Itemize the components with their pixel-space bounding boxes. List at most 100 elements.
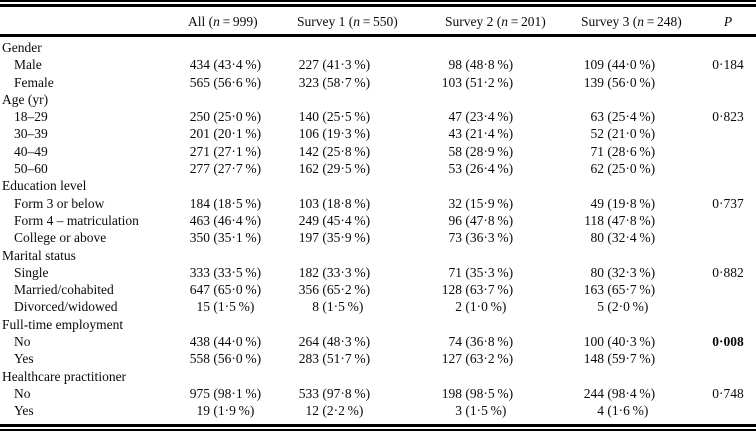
count-value: 8 — [312, 299, 319, 315]
count-percent-cell: 53 (26·4 %) — [434, 160, 576, 177]
count-percent-cell: 139 (56·0 %) — [576, 74, 700, 91]
percent-value: (26·4 %) — [462, 161, 514, 177]
group-row: Healthcare practitioner — [0, 368, 756, 385]
count-percent-cell: 356 (65·2 %) — [294, 281, 434, 298]
count-percent-cell: 140 (25·5 %) — [294, 108, 434, 125]
row-label: Healthcare practitioner — [2, 368, 127, 384]
percent-value: (59·7 %) — [604, 351, 656, 367]
percent-value: (63·7 %) — [462, 282, 514, 298]
count-value: 62 — [590, 161, 605, 177]
count-value: 647 — [189, 282, 210, 298]
percent-value: (21·0 %) — [604, 126, 656, 142]
row-label: 18–29 — [14, 109, 48, 125]
percent-value: (1·0 %) — [462, 299, 507, 315]
count-percent-cell: 32 (15·9 %) — [434, 195, 576, 212]
count-percent-cell: 71 (35·3 %) — [434, 264, 576, 281]
count-percent-cell: 975 (98·1 %) — [184, 385, 294, 402]
count-percent-cell: 197 (35·9 %) — [294, 229, 434, 246]
table-row: Form 4 – matriculation 463 (46·4 %) 249 (4… — [0, 212, 756, 229]
count-value: 201 — [189, 126, 210, 142]
count-value: 127 — [441, 351, 462, 367]
percent-value: (65·2 %) — [319, 282, 371, 298]
count-percent-cell: 565 (56·6 %) — [184, 74, 294, 91]
count-value: 71 — [448, 264, 463, 280]
percent-value: (58·7 %) — [319, 74, 371, 90]
count-percent-cell: 100 (40·3 %) — [576, 333, 700, 350]
count-percent-cell: 127 (63·2 %) — [434, 350, 576, 367]
count-percent-cell: 333 (33·5 %) — [184, 264, 294, 281]
percent-value: (21·4 %) — [462, 126, 514, 142]
percent-value: (65·7 %) — [604, 282, 656, 298]
count-value: 227 — [298, 57, 319, 73]
count-percent-cell: 103 (18·8 %) — [294, 195, 434, 212]
percent-value: (25·5 %) — [319, 109, 371, 125]
percent-value: (18·5 %) — [210, 195, 262, 211]
p-header-label: P — [723, 14, 733, 29]
percent-value: (48·8 %) — [462, 57, 514, 73]
count-value: 15 — [196, 299, 211, 315]
column-header-survey-1: Survey 1 (n = 550) — [297, 14, 398, 29]
percent-value: (65·0 %) — [210, 282, 262, 298]
percent-value: (56·0 %) — [210, 351, 262, 367]
count-value: 565 — [189, 74, 210, 90]
percent-value: (51·2 %) — [462, 74, 514, 90]
percent-value: (18·8 %) — [319, 195, 371, 211]
count-percent-cell: 118 (47·8 %) — [576, 212, 700, 229]
percent-value: (27·7 %) — [210, 161, 262, 177]
percent-value: (2·0 %) — [604, 299, 649, 315]
table-top-rule-inner — [0, 4, 756, 7]
count-value: 49 — [590, 195, 605, 211]
count-percent-cell: 184 (18·5 %) — [184, 195, 294, 212]
count-value: 3 — [455, 403, 462, 419]
percent-value: (47·8 %) — [462, 212, 514, 228]
percent-value: (48·3 %) — [319, 334, 371, 350]
row-label: Gender — [2, 40, 42, 55]
row-label: College or above — [14, 230, 107, 246]
count-value: 283 — [298, 351, 319, 367]
count-percent-cell: 8 (1·5 %) — [294, 298, 434, 315]
table-row: 30–39 201 (20·1 %) 106 (19·3 %) 43 (21·4 %)… — [0, 125, 756, 142]
count-percent-cell: 103 (51·2 %) — [434, 74, 576, 91]
p-value: 0·823 — [712, 109, 744, 125]
count-value: 12 — [305, 403, 320, 419]
table-row: Form 3 or below 184 (18·5 %) 103 (18·8 %) 3… — [0, 195, 756, 212]
count-percent-cell: 271 (27·1 %) — [184, 143, 294, 160]
count-percent-cell: 106 (19·3 %) — [294, 125, 434, 142]
row-label: Single — [14, 264, 49, 280]
count-percent-cell: 142 (25·8 %) — [294, 143, 434, 160]
row-label: 50–60 — [14, 161, 48, 177]
table-top-rule-outer — [0, 0, 756, 2]
count-value: 264 — [298, 334, 319, 350]
percent-value: (25·8 %) — [319, 143, 371, 159]
count-value: 52 — [590, 126, 605, 142]
p-value: 0·737 — [712, 195, 744, 211]
group-row: Gender — [0, 39, 756, 56]
count-value: 463 — [189, 212, 210, 228]
count-percent-cell: 250 (25·0 %) — [184, 108, 294, 125]
count-value: 103 — [441, 74, 462, 90]
percent-value: (1·5 %) — [319, 299, 364, 315]
percent-value: (35·1 %) — [210, 230, 262, 246]
percent-value: (35·3 %) — [462, 264, 514, 280]
count-value: 5 — [597, 299, 604, 315]
percent-value: (47·8 %) — [604, 212, 656, 228]
count-percent-cell: 3 (1·5 %) — [434, 402, 576, 419]
n-symbol: n — [501, 14, 508, 29]
percent-value: (23·4 %) — [462, 109, 514, 125]
count-percent-cell: 19 (1·9 %) — [184, 402, 294, 419]
table-row: Married/cohabited 647 (65·0 %) 356 (65·2 %… — [0, 281, 756, 298]
count-percent-cell: 277 (27·7 %) — [184, 160, 294, 177]
row-label: Yes — [14, 351, 34, 367]
count-percent-cell: 43 (21·4 %) — [434, 125, 576, 142]
count-percent-cell: 264 (48·3 %) — [294, 333, 434, 350]
row-label: No — [14, 334, 31, 350]
count-value: 109 — [583, 57, 604, 73]
count-value: 323 — [298, 74, 319, 90]
column-header-survey-3: Survey 3 (n = 248) — [581, 14, 682, 29]
count-percent-cell: 647 (65·0 %) — [184, 281, 294, 298]
count-percent-cell: 201 (20·1 %) — [184, 125, 294, 142]
table-row: 40–49 271 (27·1 %) 142 (25·8 %) 58 (28·9 %)… — [0, 143, 756, 160]
percent-value: (97·8 %) — [319, 385, 371, 401]
percent-value: (45·4 %) — [319, 212, 371, 228]
percent-value: (19·3 %) — [319, 126, 371, 142]
